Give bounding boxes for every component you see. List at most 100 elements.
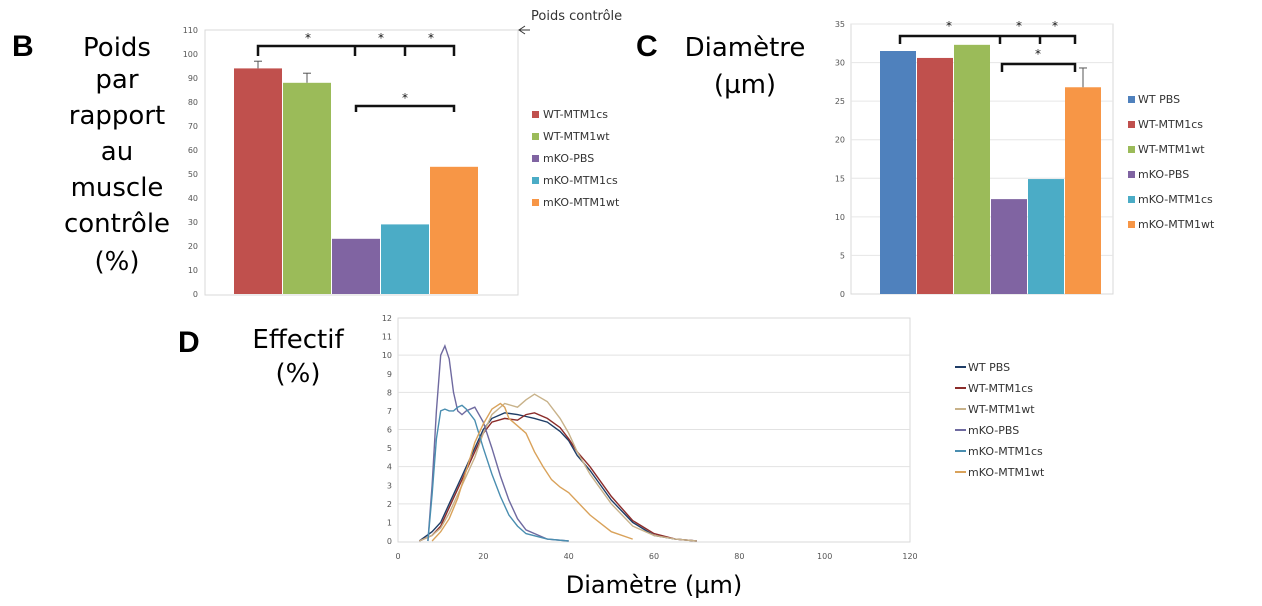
x-tick-label: 0 [395,552,400,561]
poids-controle-arrow-head [518,25,526,35]
panel-c-error-bars [1079,67,1087,88]
panel-c-significance-brackets [898,34,1077,72]
x-tick-label: 120 [902,552,917,561]
series-line-wt-mtm1cs [419,412,697,542]
panel-b-legend: WT-MTM1cs WT-MTM1wt mKO-PBS mKO-MTM1cs mKO-M… [532,108,620,209]
legend-swatch [1128,121,1135,128]
sig-star: * [305,31,311,45]
legend-label: WT-MTM1wt [968,403,1035,416]
y-tick-label: 0 [840,290,845,299]
y-tick-label: 1 [387,518,392,527]
panel-b-significance-brackets [256,44,456,112]
y-tick-label: 20 [835,136,845,145]
y-tick-label: 3 [387,481,392,490]
legend-label: WT-MTM1cs [543,108,608,121]
legend-swatch [532,111,539,118]
y-tick-label: 0 [193,290,198,299]
y-tick-label: 9 [387,370,392,379]
y-tick-label: 11 [382,333,392,342]
bar-mko-mtm1cs [1028,179,1064,294]
legend-label: mKO-PBS [543,152,594,165]
panel-c-letter: C [636,30,658,63]
x-tick-label: 20 [478,552,488,561]
bar-mko-pbs [332,238,380,294]
y-tick-label: 2 [387,500,392,509]
series-line-mko-pbs [427,343,569,542]
y-tick-label: 5 [387,444,392,453]
sig-star: * [946,19,952,33]
panel-d-ylabel-line: Effectif [252,325,344,355]
legend-label: mKO-MTM1wt [968,466,1045,479]
y-tick-label: 12 [382,314,392,323]
sig-bracket [1000,62,1077,72]
y-tick-label: 20 [188,242,198,251]
panel-b: B Poids par rapport au muscle contrôle (… [12,9,622,299]
panel-b-ylabel-line: rapport [69,101,165,131]
y-tick-label: 60 [188,146,198,155]
legend-label: mKO-MTM1wt [543,196,620,209]
legend-swatch [1128,171,1135,178]
panel-b-bars [234,68,478,295]
sig-star: * [378,31,384,45]
legend-label: mKO-PBS [968,424,1019,437]
legend-swatch [1128,221,1135,228]
legend-label: WT PBS [1138,93,1180,106]
series-line-mko-mtm1cs [427,404,569,542]
panel-b-ylabel-line: muscle [71,173,164,203]
series-line-wt-pbs [418,412,697,542]
x-tick-label: 40 [564,552,574,561]
legend-label: WT-MTM1cs [968,382,1033,395]
panel-d-gridlines [398,354,910,505]
legend-label: mKO-MTM1cs [1138,193,1213,206]
sig-star: * [1052,19,1058,33]
panel-b-ylabel-line: par [95,65,138,95]
panel-b-ylabel-line: (%) [95,247,140,277]
sig-star: * [1016,19,1022,33]
y-tick-label: 110 [183,26,198,35]
panel-c-legend: WT PBS WT-MTM1cs WT-MTM1wt mKO-PBS mKO-MTM1c… [1128,93,1215,231]
legend-label: WT-MTM1wt [543,130,610,143]
y-tick-label: 30 [835,59,845,68]
bar-mko-mtm1wt [1065,87,1101,294]
y-tick-label: 80 [188,98,198,107]
legend-label: mKO-MTM1wt [1138,218,1215,231]
y-tick-label: 25 [835,97,845,106]
panel-d-series-lines [418,343,697,542]
bar-wt-pbs [880,51,916,294]
panel-d-legend: WT PBS WT-MTM1cs WT-MTM1wt mKO-PBS mKO-MTM1c… [955,361,1045,479]
y-tick-label: 90 [188,74,198,83]
bar-wt-mtm1cs [234,68,282,295]
bar-mko-mtm1wt [430,166,478,294]
y-tick-label: 30 [188,218,198,227]
y-tick-label: 50 [188,170,198,179]
bar-wt-mtm1wt [954,44,990,295]
panel-d-letter: D [178,326,200,359]
y-tick-label: 10 [188,266,198,275]
y-tick-label: 15 [835,174,845,183]
legend-swatch [1128,196,1135,203]
y-tick-label: 0 [387,537,392,546]
series-line-mko-mtm1wt [431,402,633,542]
panel-b-ylabel-line: au [101,137,133,167]
legend-label: mKO-PBS [1138,168,1189,181]
y-tick-label: 70 [188,122,198,131]
x-tick-label: 80 [734,552,744,561]
panel-c-bars [880,44,1101,295]
legend-label: mKO-MTM1cs [543,174,618,187]
y-tick-label: 4 [387,463,392,472]
sig-bracket [354,104,456,112]
panel-b-letter: B [12,30,34,63]
y-tick-label: 8 [387,388,392,397]
legend-label: WT-MTM1cs [1138,118,1203,131]
bar-mko-mtm1cs [381,224,429,294]
panel-d-xlabel: Diamètre (µm) [566,571,743,599]
bar-wt-mtm1cs [917,57,953,294]
y-tick-label: 7 [387,407,392,416]
x-tick-label: 60 [649,552,659,561]
panel-c-ylabel-line: (µm) [714,70,776,100]
sig-star: * [1035,47,1041,61]
sig-bracket [898,34,1077,44]
panel-c: C Diamètre (µm) 35 30 25 20 15 10 5 0 * * * * W… [636,19,1215,299]
